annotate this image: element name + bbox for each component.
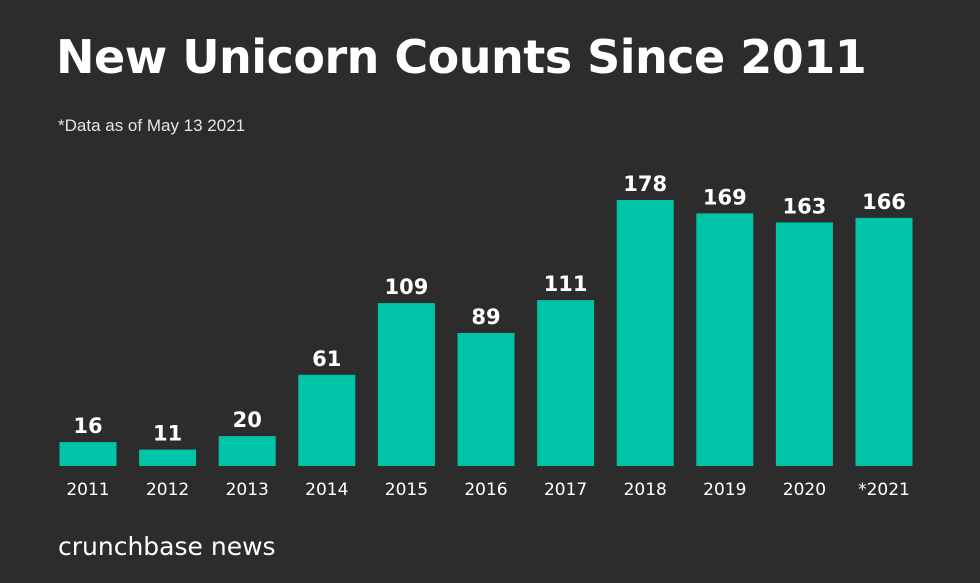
x-tick-label: 2012 <box>146 480 189 500</box>
x-tick-label: *2021 <box>858 480 910 500</box>
data-label: 109 <box>384 275 428 299</box>
x-tick-label: 2011 <box>66 480 109 500</box>
data-label: 163 <box>782 194 826 218</box>
data-label: 16 <box>73 414 102 438</box>
data-label: 20 <box>233 408 262 432</box>
bar-2013 <box>218 436 276 466</box>
bar-2016 <box>457 333 515 466</box>
x-tick-label: 2014 <box>305 480 348 500</box>
data-label: 169 <box>703 185 747 209</box>
bar-2015 <box>377 303 435 466</box>
x-tick-label: 2015 <box>385 480 428 500</box>
bar-2012 <box>139 449 197 466</box>
data-label: 61 <box>312 347 341 371</box>
x-tick-label: 2013 <box>226 480 269 500</box>
bar-2020 <box>775 222 833 466</box>
chart-subtitle: *Data as of May 13 2021 <box>58 116 246 135</box>
bar-2021 <box>855 217 913 466</box>
bar-2019 <box>696 213 754 466</box>
data-label: 178 <box>623 172 667 196</box>
x-tick-label: 2019 <box>703 480 746 500</box>
x-tick-label: 2016 <box>464 480 507 500</box>
x-tick-label: 2018 <box>624 480 667 500</box>
data-label: 89 <box>471 305 500 329</box>
chart-title: New Unicorn Counts Since 2011 <box>56 30 867 84</box>
bar-2018 <box>616 200 674 466</box>
bar-2011 <box>59 442 117 466</box>
data-label: 111 <box>544 272 588 296</box>
x-tick-label: 2017 <box>544 480 587 500</box>
x-tick-label: 2020 <box>783 480 826 500</box>
bar-2017 <box>537 300 595 466</box>
data-label: 11 <box>153 422 182 446</box>
data-label: 166 <box>862 190 906 214</box>
bar-2014 <box>298 374 356 466</box>
brand-logo: crunchbase news <box>58 532 276 561</box>
